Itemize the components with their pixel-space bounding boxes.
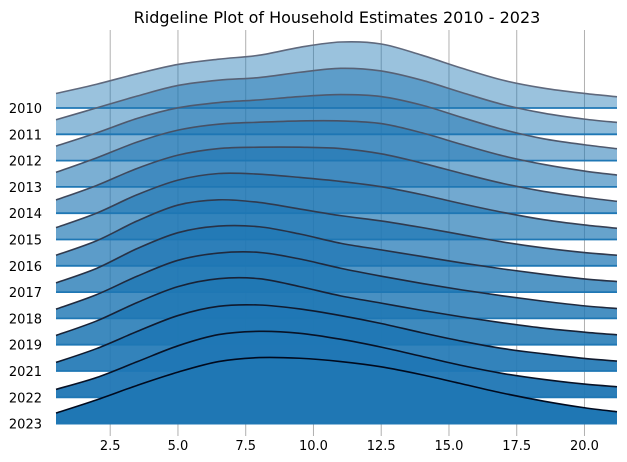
x-tick-label: 12.5 (367, 439, 396, 454)
x-tick-labels: 2.5 5.0 7.5 10.0 12.5 15.0 17.5 20.0 (100, 439, 599, 454)
ridge-line (55, 276, 618, 337)
ridge-line (55, 93, 618, 150)
x-tick-label: 15.0 (434, 439, 463, 454)
x-tick-label: 7.5 (235, 439, 256, 454)
year-label: 2021 (9, 365, 42, 380)
x-tick-label: 2.5 (100, 439, 121, 454)
x-tick-label: 17.5 (502, 439, 531, 454)
ridge-line (55, 67, 618, 124)
ridge-line (55, 251, 618, 310)
year-label: 2013 (9, 181, 42, 196)
ridge-line (55, 172, 618, 230)
x-tick-label: 20.0 (570, 439, 599, 454)
ridge-area (56, 357, 617, 424)
ridge-line (55, 224, 618, 284)
year-label: 2012 (9, 155, 42, 170)
year-label: 2016 (9, 260, 42, 275)
ridge-layer (55, 40, 618, 425)
ridge-line (55, 119, 618, 176)
ridge-2023 (55, 356, 618, 425)
year-label: 2022 (9, 391, 42, 406)
year-label: 2010 (9, 102, 42, 117)
ridge-line (55, 330, 618, 391)
year-label: 2014 (9, 207, 42, 222)
year-label: 2015 (9, 234, 42, 249)
x-tick-label: 5.0 (168, 439, 189, 454)
year-label: 2018 (9, 312, 42, 327)
year-label: 2023 (9, 418, 42, 433)
year-label: 2017 (9, 286, 42, 301)
year-label: 2019 (9, 339, 42, 354)
ridge-line (55, 198, 618, 257)
year-label: 2011 (9, 128, 42, 143)
ridge-line (55, 40, 618, 98)
chart-title: Ridgeline Plot of Household Estimates 20… (134, 8, 541, 27)
ridge-line (55, 146, 618, 203)
x-tick-label: 10.0 (299, 439, 328, 454)
ridge-area (56, 41, 617, 109)
year-labels: 2010 2011 2012 2013 2014 2015 2016 2017 2018 2019… (9, 102, 42, 433)
ridge-line (55, 356, 618, 414)
ridge-line (55, 303, 618, 364)
